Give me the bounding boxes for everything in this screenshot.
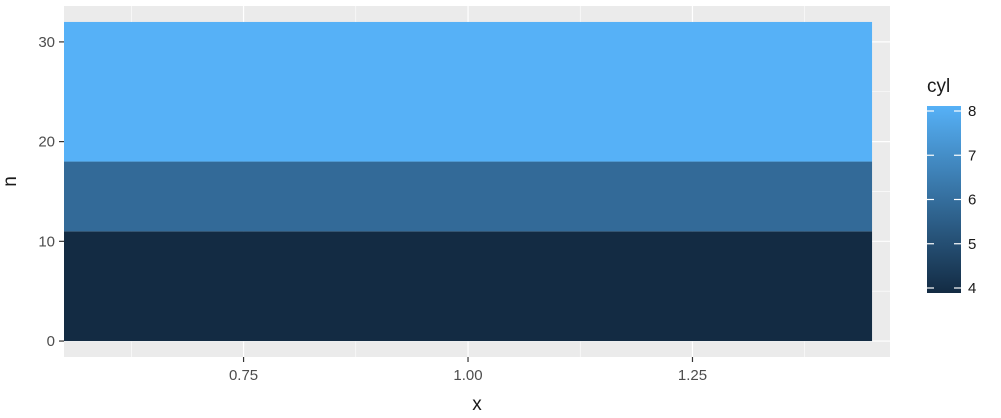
legend-label: 7 <box>968 147 976 164</box>
y-tick-label: 0 <box>47 333 55 350</box>
y-axis-title: n <box>0 176 21 187</box>
y-tick-label: 30 <box>38 34 55 51</box>
legend-label: 8 <box>968 103 976 120</box>
bar-segment-cyl-8 <box>64 21 873 162</box>
legend-title: cyl <box>927 76 950 97</box>
legend-label: 4 <box>968 280 976 297</box>
bar-segment-cyl-4 <box>64 231 873 342</box>
x-tick-label: 1.25 <box>678 367 707 384</box>
bar-segment-cyl-6 <box>64 161 873 232</box>
legend-ticks: 4 5 6 7 8 <box>927 103 976 297</box>
x-axis-title: x <box>472 394 482 415</box>
y-axis: 0 10 20 30 <box>38 34 64 350</box>
legend: cyl 4 5 6 7 8 <box>927 76 976 297</box>
y-tick-label: 10 <box>38 233 55 250</box>
x-tick-label: 0.75 <box>229 367 258 384</box>
stacked-bar <box>64 21 873 342</box>
x-axis: 0.75 1.00 1.25 <box>229 357 707 384</box>
x-tick-label: 1.00 <box>453 367 482 384</box>
y-tick-label: 20 <box>38 134 55 151</box>
legend-label: 6 <box>968 192 976 209</box>
plot-panel <box>64 6 890 357</box>
legend-label: 5 <box>968 236 976 253</box>
